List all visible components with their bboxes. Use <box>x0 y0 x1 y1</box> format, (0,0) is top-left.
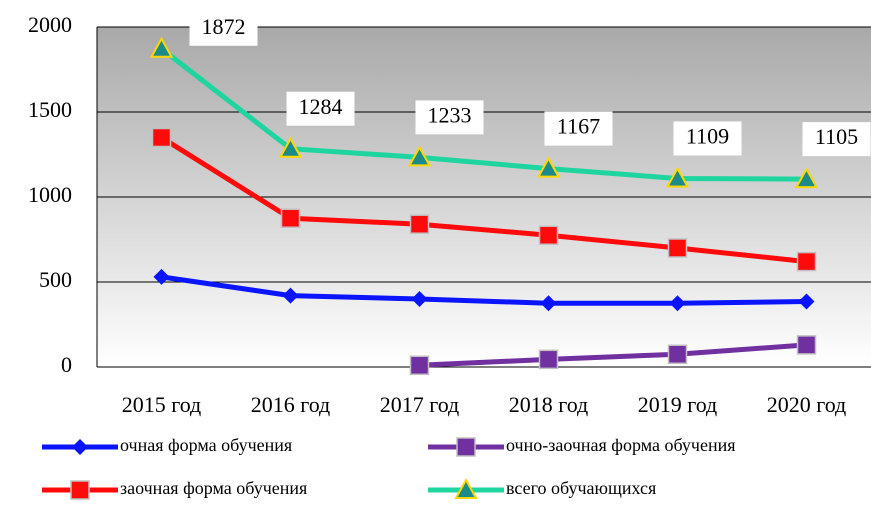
y-tick-label: 0 <box>61 352 72 377</box>
legend-entry: очно-заочная форма обучения <box>428 435 736 457</box>
marker <box>149 36 174 58</box>
legend-label: очная форма обучения <box>120 435 292 455</box>
data-label-box <box>544 111 613 146</box>
y-tick-label: 1000 <box>28 182 72 207</box>
marker <box>794 167 819 189</box>
marker <box>798 293 815 310</box>
data-label: 1105 <box>815 124 858 149</box>
legend-label: всего обучающихся <box>506 478 656 498</box>
marker <box>538 349 559 370</box>
series-line <box>159 46 807 182</box>
legend-label: заочная форма обучения <box>120 478 307 498</box>
marker <box>407 145 432 167</box>
marker <box>456 437 476 457</box>
data-label-box <box>415 100 484 135</box>
series-line <box>160 135 807 265</box>
x-tick-label: 2016 год <box>251 392 331 417</box>
marker <box>151 127 172 148</box>
data-label: 1284 <box>299 94 343 119</box>
marker <box>538 225 559 245</box>
y-tick-label: 2000 <box>28 12 72 37</box>
marker <box>665 166 690 188</box>
x-tick-label: 2015 год <box>122 392 202 417</box>
marker <box>796 251 817 272</box>
data-label-box <box>286 91 355 126</box>
marker <box>454 477 478 499</box>
data-label: 1167 <box>557 114 600 139</box>
x-tick-label: 2017 год <box>380 392 460 417</box>
data-label-box <box>189 11 258 46</box>
y-tick-label: 1500 <box>28 97 72 122</box>
marker <box>536 156 561 178</box>
marker <box>669 295 686 312</box>
marker <box>153 268 170 285</box>
marker <box>667 344 688 364</box>
marker <box>282 287 299 304</box>
marker <box>540 295 557 312</box>
marker <box>70 480 90 500</box>
marker <box>409 355 430 376</box>
legend-entry: заочная форма обучения <box>42 478 307 500</box>
x-tick-label: 2020 год <box>767 392 847 417</box>
marker <box>667 238 688 258</box>
data-label-box <box>673 121 742 156</box>
marker <box>280 208 301 228</box>
data-label-box <box>802 122 871 157</box>
y-tick-label: 500 <box>39 267 72 292</box>
data-label: 1109 <box>686 124 729 149</box>
x-tick-label: 2019 год <box>638 392 718 417</box>
marker <box>409 214 430 234</box>
x-tick-label: 2018 год <box>509 392 589 417</box>
data-label: 1872 <box>202 14 246 39</box>
legend-entry: всего обучающихся <box>428 477 656 499</box>
series-line <box>161 274 807 306</box>
marker <box>72 439 88 455</box>
data-label: 1233 <box>428 102 472 127</box>
legend-label: очно-заочная форма обучения <box>506 435 736 455</box>
marker <box>411 291 428 307</box>
series-line <box>419 342 807 368</box>
legend-entry: очная форма обучения <box>42 435 292 455</box>
marker <box>278 136 303 158</box>
marker <box>796 335 817 355</box>
